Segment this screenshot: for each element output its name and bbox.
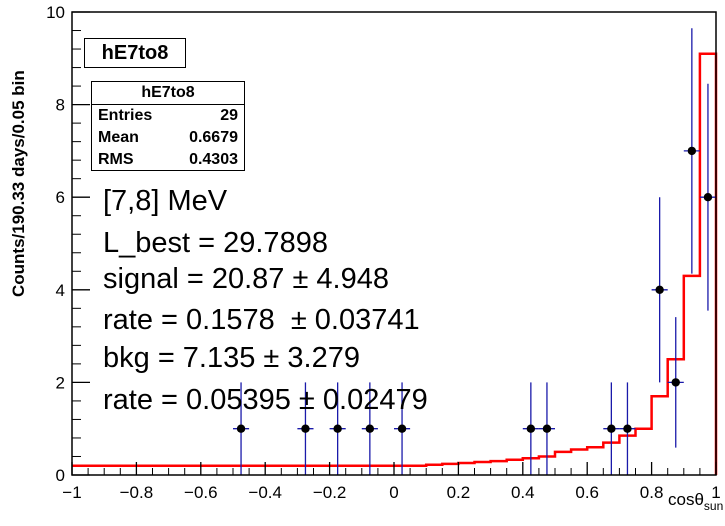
x-tick-label: 0.4: [511, 483, 535, 502]
data-point: [397, 424, 407, 433]
fit-histogram-line: [72, 52, 718, 475]
data-point: [542, 424, 552, 433]
data-point: [333, 424, 342, 433]
x-axis-title-sub: sun: [704, 499, 723, 513]
y-axis-ticks: 0 2 4 6 8 10: [46, 3, 90, 485]
data-point: [655, 285, 664, 294]
data-point: [236, 424, 246, 433]
fit-histogram-layer: [72, 52, 718, 475]
y-tick-label: 4: [56, 281, 65, 300]
x-tick-label: −1: [62, 483, 81, 502]
x-axis-title-main: cosθ: [668, 490, 704, 509]
annotation-signal-rate: rate = 0.1578 ± 0.03741: [103, 304, 420, 336]
x-tick-label: 0: [389, 483, 398, 502]
stats-value: 29: [220, 107, 238, 124]
y-tick-label: 8: [56, 96, 65, 115]
annotation-bkg: bkg = 7.135 ± 3.279: [103, 342, 360, 374]
stats-label: Mean: [98, 129, 139, 146]
stats-row-entries: Entries 29: [92, 105, 244, 127]
annotation-energy-range: [7,8] MeV: [103, 185, 228, 217]
data-point: [526, 424, 536, 433]
x-tick-label: −0.6: [184, 483, 218, 502]
stats-label: Entries: [98, 107, 153, 124]
x-tick-label: 0.8: [640, 483, 664, 502]
stats-box-title: hE7to8: [92, 82, 244, 105]
stats-box: hE7to8 Entries 29 Mean 0.6679 RMS 0.4303: [91, 81, 245, 171]
data-point: [607, 424, 616, 433]
x-axis-title: cosθsun: [668, 490, 723, 513]
stats-value: 0.6679: [189, 129, 238, 146]
annotation-bkg-rate: rate = 0.05395 ± 0.02479: [103, 384, 428, 416]
x-tick-label: −0.4: [248, 483, 282, 502]
y-axis-title: Counts/190.33 days/0.05 bin: [9, 70, 28, 297]
x-tick-label: 1: [711, 483, 720, 502]
stats-label: RMS: [98, 151, 134, 168]
stats-row-mean: Mean 0.6679: [92, 127, 244, 149]
y-tick-label: 0: [56, 466, 65, 485]
y-tick-label: 2: [56, 373, 65, 392]
x-tick-label: −0.8: [120, 483, 154, 502]
annotation-signal: signal = 20.87 ± 4.948: [103, 263, 389, 295]
data-point: [703, 193, 713, 202]
data-point: [671, 378, 680, 387]
data-point-layer: [236, 146, 713, 433]
data-point: [301, 424, 310, 433]
x-tick-label: 0.2: [447, 483, 471, 502]
annotation-l-best: L_best = 29.7898: [103, 227, 328, 259]
histogram-title: hE7to8: [84, 38, 186, 68]
x-tick-label: −0.2: [313, 483, 347, 502]
stats-row-rms: RMS 0.4303: [92, 149, 244, 171]
y-tick-label: 10: [46, 3, 65, 22]
data-point: [365, 424, 375, 433]
data-point: [687, 146, 697, 156]
data-point: [623, 424, 632, 433]
stats-value: 0.4303: [189, 151, 238, 168]
x-axis-ticks: −1 −0.8 −0.6 −0.4 −0.2 0 0.2 0.4 0.6 0.8 1: [62, 462, 721, 502]
y-tick-label: 6: [56, 188, 65, 207]
x-tick-label: 0.6: [575, 483, 599, 502]
